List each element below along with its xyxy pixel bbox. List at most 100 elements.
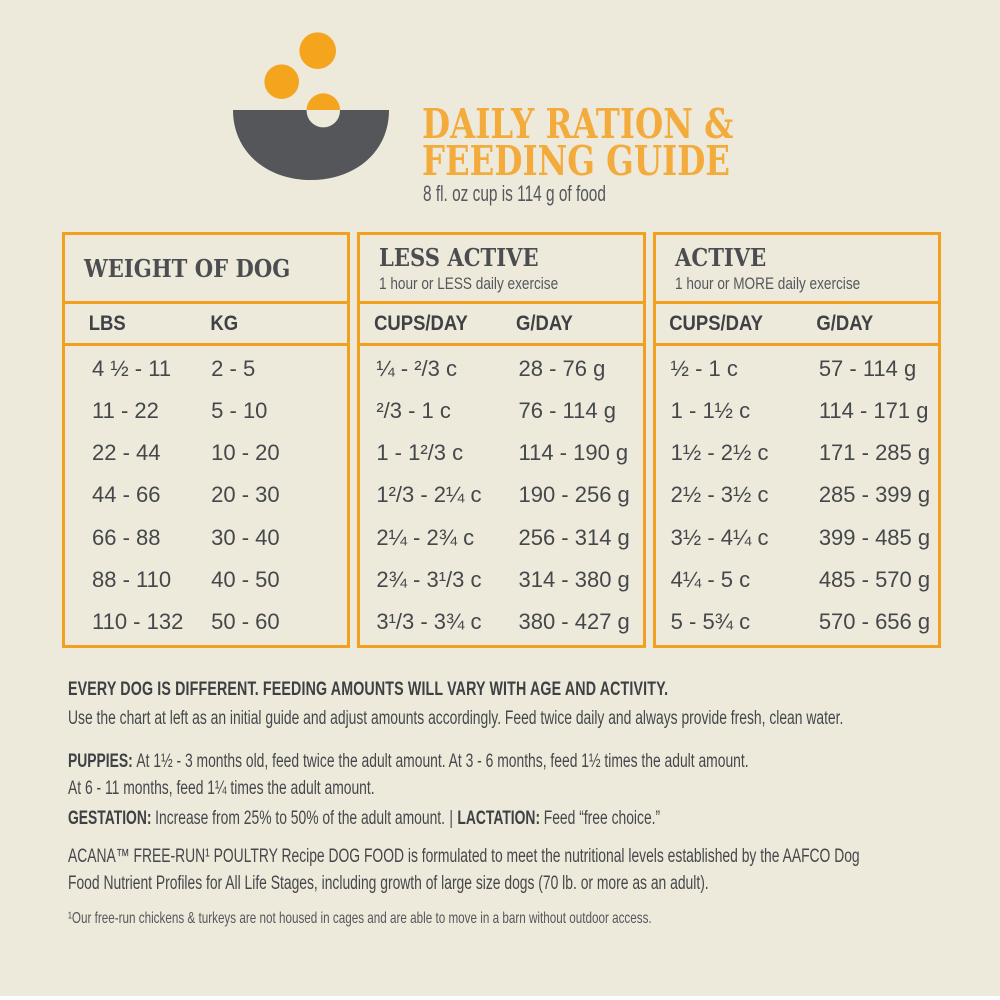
group-header-active: ACTIVE 1 hour or MORE daily exercise <box>655 235 938 304</box>
col-header-cups: CUPS/DAY <box>668 311 763 335</box>
page-title-line2: FEEDING GUIDE <box>422 137 731 185</box>
cell-lbs: 88 - 110 <box>92 566 172 592</box>
cell-grams: 28 - 76 g <box>518 356 606 382</box>
group-header-weight: WEIGHT OF DOG <box>65 235 348 304</box>
col-header-lbs: LBS <box>88 311 126 335</box>
cell-grams: 114 - 190 g <box>518 440 629 466</box>
group-body-active: ½ - 1 c 57 - 114 g 1 - 1½ c 114 - 171 g 1½… <box>656 346 938 645</box>
cell-grams: 285 - 399 g <box>818 482 931 508</box>
table-row: 1½ - 2½ c 171 - 285 g <box>656 432 938 474</box>
cell-cups: 3½ - 4¼ c <box>670 524 769 550</box>
table-group-weight: WEIGHT OF DOG LBS KG 4 ½ - 11 2 - 5 11 - … <box>62 232 351 648</box>
column-headers-weight: LBS KG <box>65 304 348 346</box>
cell-lbs: 66 - 88 <box>92 524 161 550</box>
gestation-text: Increase from 25% to 50% of the adult am… <box>155 808 446 829</box>
cell-grams: 380 - 427 g <box>518 608 630 634</box>
table-row: 110 - 132 50 - 60 <box>65 601 347 643</box>
table-row: 88 - 110 40 - 50 <box>65 559 347 601</box>
col-header-grams: G/DAY <box>816 311 874 335</box>
cell-cups: ²/3 - 1 c <box>376 398 451 424</box>
table-row: 1 - 1½ c 114 - 171 g <box>656 390 938 432</box>
table-row: 44 - 66 20 - 30 <box>65 474 347 516</box>
note-intro: Use the chart at left as an initial guid… <box>68 708 844 729</box>
note-heading: EVERY DOG IS DIFFERENT. FEEDING AMOUNTS … <box>68 678 669 700</box>
cell-kg: 10 - 20 <box>211 440 280 466</box>
kibble-bowl-icon <box>233 32 389 180</box>
column-headers-active: CUPS/DAY G/DAY <box>655 304 938 346</box>
cell-grams: 57 - 114 g <box>818 356 917 382</box>
col-header-cups: CUPS/DAY <box>374 311 469 335</box>
cell-grams: 570 - 656 g <box>818 608 931 634</box>
cell-cups: 3¹/3 - 3¾ c <box>376 608 482 634</box>
group-header-less-active: LESS ACTIVE 1 hour or LESS daily exercis… <box>360 235 643 304</box>
aafco-text-line1: ACANA™ FREE-RUN¹ POULTRY Recipe DOG FOOD… <box>68 846 860 867</box>
group-title: LESS ACTIVE <box>379 242 539 272</box>
group-body-less-active: ¼ - ²/3 c 28 - 76 g ²/3 - 1 c 76 - 114 g 1… <box>360 346 642 645</box>
table-row: 2½ - 3½ c 285 - 399 g <box>656 474 938 516</box>
cell-cups: 2¼ - 2¾ c <box>376 524 475 550</box>
cell-lbs: 110 - 132 <box>92 608 184 634</box>
note-puppies: PUPPIES: At 1½ - 3 months old, feed twice… <box>68 748 749 802</box>
cell-lbs: 4 ½ - 11 <box>92 356 172 382</box>
cell-lbs: 22 - 44 <box>92 440 161 466</box>
table-row: 4¼ - 5 c 485 - 570 g <box>656 559 938 601</box>
cell-lbs: 11 - 22 <box>92 398 159 424</box>
group-title: ACTIVE <box>674 242 766 272</box>
group-subtitle: 1 hour or MORE daily exercise <box>674 273 860 293</box>
cell-grams: 190 - 256 g <box>518 482 630 508</box>
cell-cups: 4¼ - 5 c <box>670 566 751 592</box>
cell-grams: 314 - 380 g <box>518 566 630 592</box>
cell-kg: 40 - 50 <box>211 566 280 592</box>
cell-cups: 2¾ - 3¹/3 c <box>376 566 482 592</box>
cell-grams: 114 - 171 g <box>818 398 929 424</box>
puppies-text-line2: At 6 - 11 months, feed 1¼ times the adul… <box>68 778 375 799</box>
note-gestation-lactation: GESTATION: Increase from 25% to 50% of th… <box>68 808 660 830</box>
table-group-less-active: LESS ACTIVE 1 hour or LESS daily exercis… <box>357 232 646 648</box>
table-row: 4 ½ - 11 2 - 5 <box>65 348 347 390</box>
feeding-table: WEIGHT OF DOG LBS KG 4 ½ - 11 2 - 5 11 - … <box>62 232 941 648</box>
cell-cups: 1 - 1²/3 c <box>376 440 464 466</box>
table-row: ¼ - ²/3 c 28 - 76 g <box>360 348 642 390</box>
cell-lbs: 44 - 66 <box>92 482 161 508</box>
lactation-text: Feed “free choice.” <box>543 808 661 829</box>
lactation-label: LACTATION: <box>457 808 541 829</box>
table-row: 1 - 1²/3 c 114 - 190 g <box>360 432 642 474</box>
puppies-text-line1: At 1½ - 3 months old, feed twice the adu… <box>136 751 749 772</box>
page-title: DAILY RATION & FEEDING GUIDE <box>422 100 734 185</box>
group-body-weight: 4 ½ - 11 2 - 5 11 - 22 5 - 10 22 - 44 10 - … <box>65 346 347 645</box>
cell-cups: 5 - 5¾ c <box>670 608 751 634</box>
page-subtitle: 8 fl. oz cup is 114 g of food <box>423 181 606 206</box>
cell-kg: 50 - 60 <box>211 608 280 634</box>
table-row: 5 - 5¾ c 570 - 656 g <box>656 601 938 643</box>
cell-grams: 171 - 285 g <box>818 440 931 466</box>
table-row: 2¼ - 2¾ c 256 - 314 g <box>360 517 642 559</box>
table-row: ²/3 - 1 c 76 - 114 g <box>360 390 642 432</box>
cell-cups: 1½ - 2½ c <box>670 440 769 466</box>
cell-kg: 2 - 5 <box>211 356 256 382</box>
page-title-line1: DAILY RATION & <box>422 100 734 148</box>
table-row: ½ - 1 c 57 - 114 g <box>656 348 938 390</box>
note-divider: | <box>449 808 454 829</box>
cell-cups: ¼ - ²/3 c <box>376 356 458 382</box>
note-aafco-statement: ACANA™ FREE-RUN¹ POULTRY Recipe DOG FOOD… <box>68 843 860 897</box>
cell-grams: 485 - 570 g <box>818 566 931 592</box>
cell-kg: 30 - 40 <box>211 524 280 550</box>
cell-grams: 76 - 114 g <box>518 398 616 424</box>
table-row: 22 - 44 10 - 20 <box>65 432 347 474</box>
cell-cups: 2½ - 3½ c <box>670 482 769 508</box>
cell-cups: ½ - 1 c <box>670 356 738 382</box>
cell-cups: 1²/3 - 2¼ c <box>376 482 482 508</box>
page-bottom-edge <box>0 996 1000 1000</box>
table-row: 2¾ - 3¹/3 c 314 - 380 g <box>360 559 642 601</box>
table-row: 11 - 22 5 - 10 <box>65 390 347 432</box>
table-row: 1²/3 - 2¼ c 190 - 256 g <box>360 474 642 516</box>
col-header-grams: G/DAY <box>516 311 574 335</box>
col-header-kg: KG <box>210 311 239 335</box>
cell-kg: 20 - 30 <box>211 482 280 508</box>
column-headers-less-active: CUPS/DAY G/DAY <box>360 304 643 346</box>
note-footnote: ¹Our free-run chickens & turkeys are not… <box>68 910 652 927</box>
cell-grams: 256 - 314 g <box>518 524 630 550</box>
gestation-label: GESTATION: <box>68 808 152 829</box>
table-row: 3¹/3 - 3¾ c 380 - 427 g <box>360 601 642 643</box>
